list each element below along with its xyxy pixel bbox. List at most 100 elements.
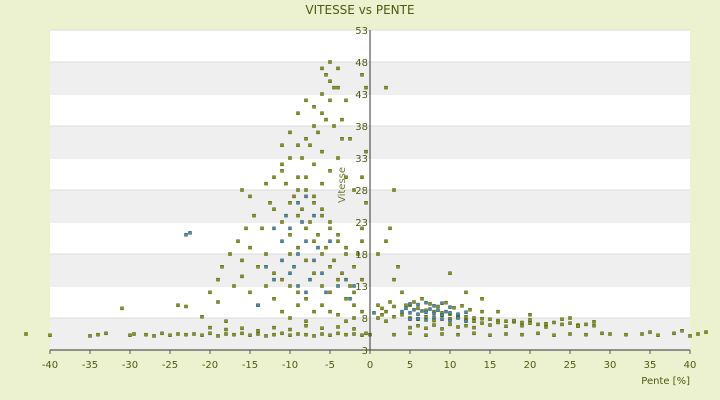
data-point (356, 252, 360, 256)
data-point (456, 332, 460, 337)
data-point (376, 316, 380, 320)
x-tick-label: 15 (484, 360, 497, 371)
data-point (280, 162, 284, 167)
x-tick-label: -15 (242, 360, 258, 371)
data-point (240, 331, 244, 336)
data-point (432, 304, 436, 308)
data-point (456, 312, 460, 316)
data-point (392, 332, 396, 337)
data-point (328, 333, 332, 337)
y-tick-label: 23 (355, 218, 368, 229)
data-point (188, 231, 192, 235)
data-point (396, 265, 400, 269)
data-point (420, 309, 424, 313)
data-point (240, 274, 244, 279)
data-point (296, 284, 300, 288)
data-point (200, 315, 204, 319)
data-point (296, 143, 300, 147)
data-point (344, 252, 348, 256)
y-tick-label: 53 (355, 26, 368, 37)
data-point (360, 175, 364, 179)
data-point (216, 277, 220, 282)
data-point (420, 297, 424, 301)
data-point (288, 271, 292, 275)
data-point (220, 265, 224, 269)
data-point (272, 325, 276, 330)
data-point (272, 277, 276, 282)
data-point (88, 334, 92, 338)
x-tick-label: -5 (325, 360, 335, 371)
data-point (496, 309, 500, 314)
data-point (672, 331, 676, 336)
data-point (264, 181, 268, 186)
y-tick-label: 8 (362, 314, 368, 325)
data-point (352, 284, 356, 288)
data-point (380, 306, 384, 311)
data-point (280, 143, 284, 147)
data-point (520, 320, 524, 325)
data-point (312, 258, 316, 263)
data-point (296, 332, 300, 336)
data-point (304, 239, 308, 243)
data-point (428, 307, 432, 311)
data-point (576, 324, 580, 329)
data-point (404, 306, 408, 311)
data-point (300, 207, 304, 211)
data-point (648, 330, 652, 334)
data-point (536, 322, 540, 327)
y-tick-label: 13 (355, 282, 368, 293)
data-point (400, 290, 404, 295)
data-point (328, 290, 332, 295)
data-point (272, 207, 276, 211)
data-point (528, 318, 532, 322)
data-point (320, 252, 324, 256)
data-point (352, 188, 356, 192)
data-point (320, 326, 324, 330)
data-point (284, 181, 288, 186)
data-point (320, 149, 324, 154)
data-point (320, 207, 324, 211)
data-point (308, 143, 312, 147)
data-point (216, 300, 220, 304)
data-point (364, 85, 368, 90)
data-point (332, 124, 336, 128)
data-point (408, 311, 412, 315)
data-point (364, 201, 368, 205)
data-point (344, 277, 348, 282)
data-point (312, 201, 316, 205)
data-point (340, 271, 344, 275)
data-point (424, 333, 428, 337)
data-point (512, 318, 516, 323)
data-point (200, 333, 204, 337)
data-point (600, 331, 604, 336)
data-point (696, 332, 700, 336)
data-point (208, 290, 212, 295)
data-point (272, 297, 276, 301)
data-point (352, 332, 356, 336)
data-point (296, 213, 300, 218)
data-point (224, 327, 228, 332)
data-point (312, 162, 316, 167)
data-point (316, 130, 320, 135)
data-point (464, 315, 468, 319)
data-point (312, 239, 316, 243)
data-point (416, 306, 420, 311)
data-point (444, 300, 448, 305)
data-point (424, 315, 428, 319)
data-point (248, 333, 252, 337)
data-point (416, 312, 420, 316)
data-point (400, 313, 404, 317)
data-point (304, 323, 308, 328)
data-point (324, 117, 328, 122)
x-tick-label: 30 (604, 360, 617, 371)
data-point (296, 201, 300, 205)
data-point (468, 307, 472, 312)
data-point (304, 98, 308, 103)
data-point (376, 252, 380, 256)
data-point (292, 194, 296, 199)
data-point (436, 308, 440, 313)
data-point (324, 245, 328, 250)
data-point (272, 332, 276, 337)
data-point (288, 156, 292, 160)
